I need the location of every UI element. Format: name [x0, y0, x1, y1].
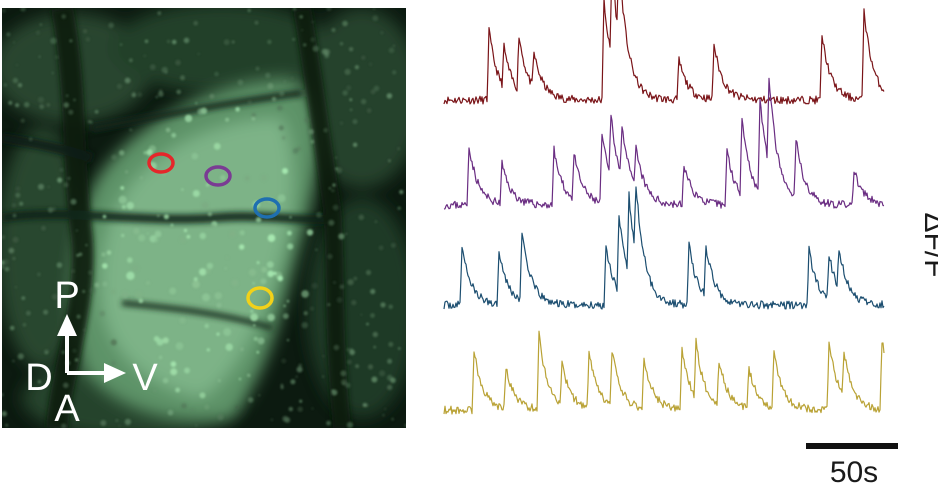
scale-bar-label: 50s — [830, 456, 878, 486]
orientation-compass: P D V A — [25, 275, 158, 428]
fluorescence-micrograph: P D V A — [2, 8, 406, 428]
arrowhead-right-icon — [104, 363, 126, 383]
roi-outline — [246, 286, 274, 310]
arrowhead-up-icon — [57, 314, 77, 336]
label-dorsal: D — [25, 357, 52, 399]
roi-outline — [147, 152, 175, 174]
scale-bar: 50s — [806, 443, 898, 486]
trace-1 — [443, 0, 885, 105]
trace-2 — [443, 77, 885, 210]
label-anterior: A — [54, 388, 80, 428]
trace-3 — [443, 186, 885, 310]
roi-outline — [204, 165, 232, 187]
label-ventral: V — [132, 357, 158, 399]
roi-outline — [253, 197, 281, 219]
y-axis-label: ΔF/F — [918, 212, 938, 277]
calcium-traces — [443, 0, 885, 415]
y-axis-label-text: ΔF/F — [918, 212, 938, 277]
trace-4 — [443, 330, 885, 415]
scale-bar-line — [806, 443, 898, 449]
label-posterior: P — [54, 275, 79, 317]
